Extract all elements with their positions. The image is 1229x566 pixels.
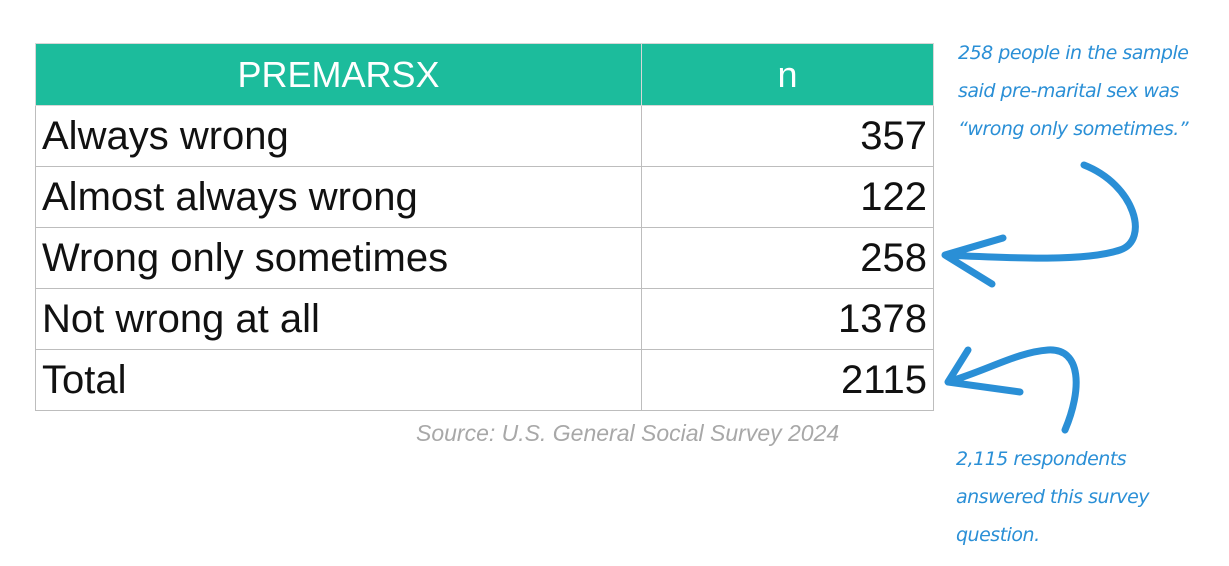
row-label: Wrong only sometimes xyxy=(35,227,642,289)
row-label: Almost always wrong xyxy=(35,166,642,228)
column-header-n: n xyxy=(641,43,934,106)
total-count: 2115 xyxy=(641,349,934,411)
arrow-to-258-icon xyxy=(941,161,1139,288)
table-header-row: PREMARSX n xyxy=(35,43,934,106)
source-note: Source: U.S. General Social Survey 2024 xyxy=(416,420,840,446)
annotation-line: question. xyxy=(956,524,1040,546)
annotation-line: 258 people in the sample xyxy=(958,42,1189,64)
annotation-line: 2,115 respondents xyxy=(956,448,1127,470)
row-count: 357 xyxy=(641,105,934,167)
row-count: 122 xyxy=(641,166,934,228)
total-row: Total 2115 xyxy=(35,349,934,411)
table-row: Wrong only sometimes 258 xyxy=(35,227,934,289)
row-label: Always wrong xyxy=(35,105,642,167)
arrow-to-total-icon xyxy=(944,346,1080,434)
annotation-top: 258 people in the sample said pre-marita… xyxy=(958,34,1189,148)
row-count: 1378 xyxy=(641,288,934,350)
row-count: 258 xyxy=(641,227,934,289)
total-label: Total xyxy=(35,349,642,411)
annotation-line: “wrong only sometimes.” xyxy=(958,118,1189,140)
annotation-bottom: 2,115 respondents answered this survey q… xyxy=(956,440,1150,554)
table-row: Not wrong at all 1378 xyxy=(35,288,934,350)
column-header-variable: PREMARSX xyxy=(35,43,642,106)
table-row: Always wrong 357 xyxy=(35,105,934,167)
annotation-line: answered this survey xyxy=(956,486,1150,508)
annotation-line: said pre-marital sex was xyxy=(958,80,1179,102)
frequency-table: PREMARSX n Always wrong 357 Almost alway… xyxy=(35,43,934,411)
table-row: Almost always wrong 122 xyxy=(35,166,934,228)
